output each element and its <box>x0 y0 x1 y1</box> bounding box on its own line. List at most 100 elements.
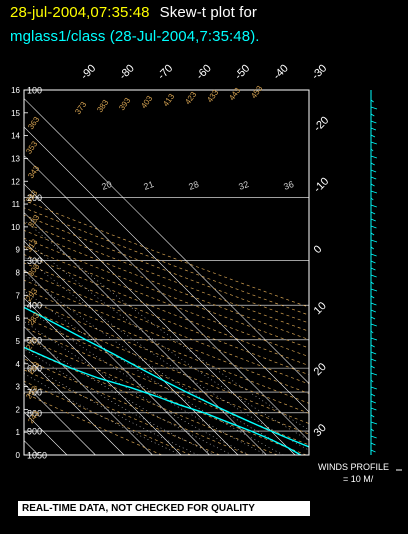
wind-barb <box>370 246 375 250</box>
wind-barb <box>370 239 378 243</box>
wind-barb <box>370 267 376 271</box>
wind-barb <box>370 288 378 292</box>
wind-barb <box>370 309 376 313</box>
theta-label: 453 <box>249 84 264 101</box>
chart-subtitle: mglass1/class (28-Jul-2004,7:35:48). <box>10 28 260 45</box>
pressure-label-700: 700 <box>27 388 42 398</box>
wind-barb <box>370 113 375 117</box>
dry-adiabat-line <box>24 214 309 324</box>
isotherm-line <box>24 155 309 441</box>
dry-adiabat-line <box>24 254 309 366</box>
winds-profile-scale: = 10 M/ <box>343 474 374 484</box>
winds-profile-title: WINDS PROFILE <box>318 462 390 472</box>
chart-title: Skew-t plot for <box>159 4 257 21</box>
dry-adiabat-line <box>24 207 309 316</box>
pressure-label-500: 500 <box>27 335 42 345</box>
dry-adiabat-line <box>24 288 309 404</box>
height-label-9: 9 <box>16 246 21 255</box>
wind-barb <box>370 330 374 334</box>
wind-barb <box>370 218 376 222</box>
temp-top-label: -40 <box>271 62 291 82</box>
moist-adiabat-line <box>24 273 301 455</box>
wind-barb <box>370 232 375 236</box>
dry-adiabat-line <box>24 392 162 455</box>
dry-adiabat-line <box>24 262 309 376</box>
mixing-ratio-label: 32 <box>237 179 250 192</box>
moist-adiabat-line <box>24 219 309 431</box>
dry-adiabat-line <box>24 200 309 308</box>
theta-label: 423 <box>183 90 198 107</box>
isotherm-line <box>24 326 153 455</box>
sounding-profiles <box>24 306 309 455</box>
quality-note: REAL-TIME DATA, NOT CHECKED FOR QUALITY <box>18 501 310 516</box>
wind-barb <box>370 183 375 187</box>
theta-label: 363 <box>26 115 41 132</box>
isotherm-line <box>24 126 309 413</box>
theta-label: 323 <box>26 213 41 230</box>
temp-top-label: -50 <box>233 62 253 82</box>
wind-barb <box>370 442 376 446</box>
moist-adiabat-line <box>24 320 250 455</box>
wind-barb <box>370 99 374 103</box>
wind-barb <box>370 302 377 306</box>
temp-right-label: 10 <box>312 300 329 317</box>
winds-profile <box>370 90 402 471</box>
temp-top-label: -60 <box>194 62 214 82</box>
wind-barb <box>370 204 377 208</box>
theta-label: 353 <box>24 139 39 156</box>
wind-barb <box>370 225 377 229</box>
dry-adiabat-line <box>24 337 307 455</box>
wind-barb <box>370 344 375 348</box>
pressure-label-400: 400 <box>27 301 42 311</box>
dry-adiabat-line <box>24 358 249 455</box>
pressure-label-100: 100 <box>27 86 42 96</box>
wind-barb <box>370 386 377 390</box>
dry-adiabat-line <box>24 297 309 414</box>
wind-barb <box>370 358 377 362</box>
theta-label: 413 <box>161 92 176 109</box>
wind-barb <box>370 393 376 397</box>
isotherm-line <box>24 383 96 455</box>
mixing-ratio-label: 36 <box>282 179 295 192</box>
mixing-ratio-label: 21 <box>142 179 155 192</box>
wind-barb <box>370 134 376 138</box>
wind-barb <box>370 435 377 439</box>
height-label-14: 14 <box>11 132 20 141</box>
moist-adiabat-line <box>24 238 309 441</box>
wind-barb <box>370 407 377 411</box>
wind-barb <box>370 428 374 432</box>
wind-barb <box>370 253 377 257</box>
height-label-10: 10 <box>11 223 20 232</box>
height-label-0: 0 <box>16 451 21 460</box>
wind-barb <box>370 169 377 173</box>
pressure-label-1050: 1050 <box>27 451 47 461</box>
wind-barb <box>370 295 375 299</box>
dry-adiabat-line <box>24 271 309 385</box>
theta-label: 343 <box>26 164 41 181</box>
wind-barb <box>370 414 375 418</box>
height-label-15: 15 <box>11 109 20 118</box>
wind-barb <box>370 148 374 152</box>
temp-right-label: 20 <box>312 361 329 378</box>
mixing-ratio-label: 28 <box>187 179 200 192</box>
moist-adiabat-line <box>24 373 182 455</box>
mixing-ratio-label: 20 <box>100 179 113 192</box>
wind-barb <box>370 106 378 110</box>
temp-right-label: -10 <box>312 175 332 195</box>
wind-barb <box>370 190 378 194</box>
wind-barb <box>370 400 376 404</box>
pressure-label-900: 900 <box>27 427 42 437</box>
wind-barb <box>370 449 376 453</box>
wind-barb <box>370 197 374 201</box>
height-label-3: 3 <box>16 383 21 392</box>
dry-adiabat-line <box>24 237 309 349</box>
temp-top-label: -70 <box>156 62 176 82</box>
height-label-2: 2 <box>16 405 21 414</box>
temp-top-label: -30 <box>310 62 330 82</box>
theta-label: 313 <box>24 237 39 254</box>
wind-barb <box>370 120 377 124</box>
dry-adiabat-line <box>24 279 309 394</box>
isotherm-line <box>24 297 182 455</box>
wind-barb <box>370 365 375 369</box>
temp-right-label: 0 <box>312 243 325 256</box>
